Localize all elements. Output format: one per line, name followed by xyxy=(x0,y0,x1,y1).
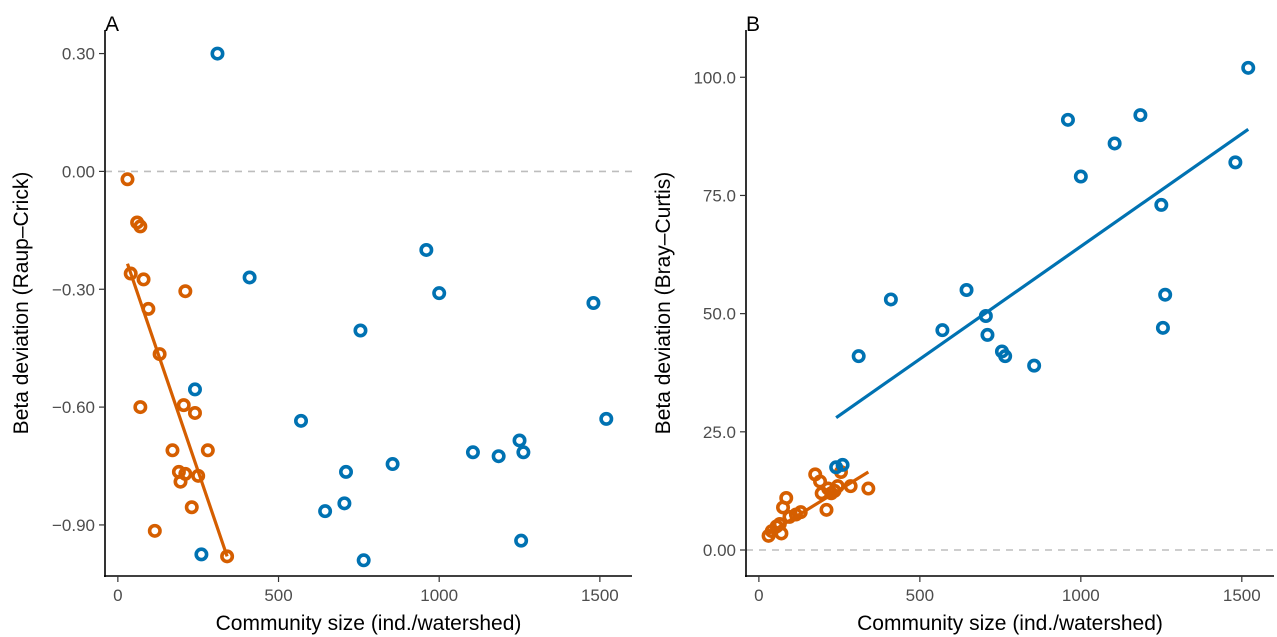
series-1 xyxy=(187,46,614,568)
y-tick-label: 0.00 xyxy=(703,541,736,560)
data-point xyxy=(774,526,789,541)
data-point xyxy=(194,547,209,562)
data-point xyxy=(851,349,866,364)
x-axis-title: Community size (ind./watershed) xyxy=(216,612,522,635)
panel-label: A xyxy=(105,13,119,36)
x-tick-label: 500 xyxy=(906,586,934,605)
data-point xyxy=(819,502,834,517)
data-point xyxy=(187,405,202,420)
data-point xyxy=(959,282,974,297)
data-point xyxy=(120,172,135,187)
data-point xyxy=(861,481,876,496)
data-point xyxy=(1027,358,1042,373)
fit-line xyxy=(835,127,1250,419)
data-point xyxy=(165,443,180,458)
data-point xyxy=(998,349,1013,364)
x-axis-title: Community size (ind./watershed) xyxy=(857,612,1163,635)
data-point xyxy=(178,466,193,481)
data-point xyxy=(136,272,151,287)
data-point xyxy=(147,523,162,538)
data-point xyxy=(432,286,447,301)
data-point xyxy=(586,295,601,310)
data-point xyxy=(178,284,193,299)
y-tick-label: 0.30 xyxy=(62,45,95,64)
data-point xyxy=(491,449,506,464)
data-point xyxy=(356,553,371,568)
data-point xyxy=(883,292,898,307)
fit-line xyxy=(767,470,870,535)
y-axis-title: Beta deviation (Raup–Crick) xyxy=(10,172,33,435)
data-point xyxy=(339,464,354,479)
x-tick-label: 0 xyxy=(754,586,763,605)
y-tick-label: 100.0 xyxy=(693,68,736,87)
data-point xyxy=(465,445,480,460)
data-point xyxy=(353,323,368,338)
series-0 xyxy=(761,464,876,543)
data-point xyxy=(242,270,257,285)
x-tick-label: 1500 xyxy=(1223,586,1261,605)
data-point xyxy=(1228,155,1243,170)
data-point xyxy=(385,457,400,472)
data-point xyxy=(176,398,191,413)
panel-a: A 0 500 1000 1500 −0.90 −0.60 −0.30 0.00 0.30 Comm… xyxy=(10,13,632,635)
data-point xyxy=(516,445,531,460)
y-axis-title: Beta deviation (Bray–Curtis) xyxy=(652,172,675,435)
data-point xyxy=(1073,169,1088,184)
panel-b: B 0 500 1000 1500 0.00 25.0 50.0 75.0 100.0 Commun… xyxy=(652,13,1274,635)
data-point xyxy=(935,323,950,338)
data-point xyxy=(1155,320,1170,335)
data-point xyxy=(1154,197,1169,212)
data-point xyxy=(779,490,794,505)
data-point xyxy=(294,413,309,428)
panel-label: B xyxy=(746,13,760,36)
data-point xyxy=(200,443,215,458)
data-point xyxy=(1133,108,1148,123)
y-tick-label: 50.0 xyxy=(703,305,736,324)
x-tick-label: 0 xyxy=(113,586,122,605)
data-point xyxy=(1107,136,1122,151)
data-point xyxy=(133,400,148,415)
data-point xyxy=(210,46,225,61)
data-point xyxy=(1241,60,1256,75)
data-point xyxy=(1060,112,1075,127)
data-point xyxy=(337,496,352,511)
y-tick-label: −0.60 xyxy=(52,398,95,417)
y-tick-label: 75.0 xyxy=(703,186,736,205)
series-1 xyxy=(829,60,1256,475)
x-tick-label: 1000 xyxy=(420,586,458,605)
data-point xyxy=(829,460,844,475)
data-point xyxy=(184,500,199,515)
series-0 xyxy=(120,172,235,564)
data-point xyxy=(835,457,850,472)
data-point xyxy=(220,549,235,564)
y-tick-label: −0.30 xyxy=(52,280,95,299)
x-tick-label: 1500 xyxy=(581,586,619,605)
data-point xyxy=(599,411,614,426)
data-point xyxy=(187,382,202,397)
data-point xyxy=(419,242,434,257)
data-point xyxy=(980,327,995,342)
fit-line xyxy=(125,263,229,557)
x-tick-label: 500 xyxy=(264,586,292,605)
data-point xyxy=(1158,287,1173,302)
data-point xyxy=(514,533,529,548)
data-point xyxy=(512,433,527,448)
y-tick-label: −0.90 xyxy=(52,516,95,535)
y-tick-label: 0.00 xyxy=(62,162,95,181)
x-tick-label: 1000 xyxy=(1062,586,1100,605)
y-tick-label: 25.0 xyxy=(703,423,736,442)
data-point xyxy=(133,219,148,234)
data-point xyxy=(318,504,333,519)
